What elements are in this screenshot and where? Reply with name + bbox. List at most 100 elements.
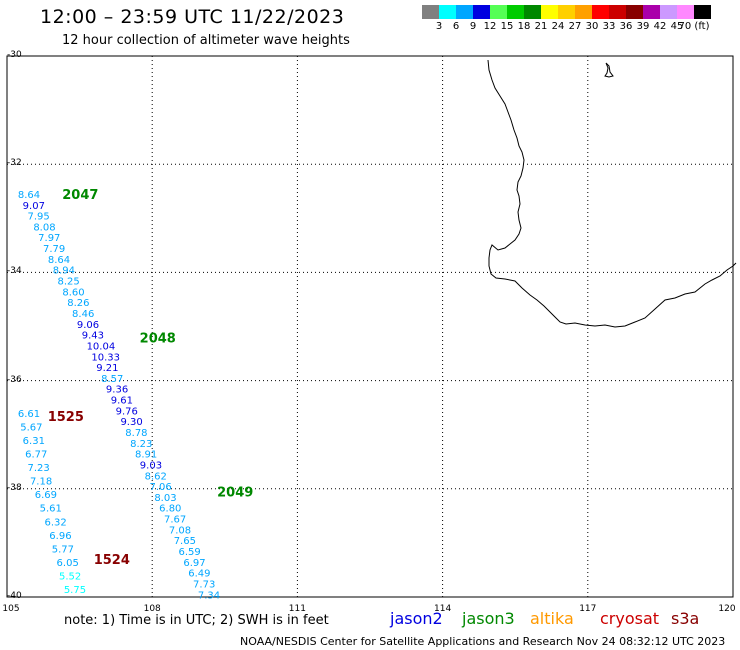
swh-value: 9.76 [116,406,138,417]
satellite-legend-item: altika [530,609,574,628]
pass-number-label: 1524 [94,553,130,568]
swh-value: 9.43 [82,331,104,342]
colorbar-label: 36 [619,21,633,32]
colorbar-swatch [677,5,694,19]
swh-value: 7.73 [193,579,215,590]
colorbar-swatch [609,5,626,19]
swh-value: 8.57 [101,374,123,385]
swh-value: 6.61 [18,409,40,420]
footer-note: note: 1) Time is in UTC; 2) SWH is in fe… [64,613,329,628]
colorbar-swatch [507,5,524,19]
swh-value: 9.61 [111,396,133,407]
satellite-legend-item: s3a [671,609,700,628]
swh-value: 7.97 [38,233,60,244]
latitude-label: -30 [7,50,22,60]
wave-height-colorbar [422,5,711,19]
coastline-path [487,59,737,328]
longitude-label: 114 [434,604,452,614]
colorbar-swatch [439,5,456,19]
swh-value: 6.49 [188,569,210,580]
colorbar-swatch [490,5,507,19]
pass-number-label: 2049 [217,486,253,501]
longitude-label: 108 [143,604,161,614]
pass-number-label: 2048 [140,331,176,346]
swh-value: 8.64 [18,190,40,201]
swh-value: 7.23 [28,463,50,474]
australia-coastline [487,59,737,328]
swh-value: 8.25 [58,277,80,288]
colorbar-label: 24 [551,21,565,32]
swh-value: 5.52 [59,571,81,582]
swh-value: 8.03 [154,493,176,504]
colorbar-label: 12 [483,21,497,32]
swh-value: 6.59 [179,547,201,558]
colorbar-label: 15 [500,21,514,32]
swh-value: 9.36 [106,385,128,396]
colorbar-label: 18 [517,21,531,32]
colorbar-swatch [643,5,660,19]
latitude-label: -32 [7,158,22,169]
satellite-legend-item: jason3 [462,609,515,628]
colorbar-swatch [592,5,609,19]
longitude-label: 111 [288,604,306,614]
swh-measurements: 8.649.077.958.087.977.798.648.948.258.60… [18,190,220,601]
swh-value: 9.07 [23,201,45,212]
colorbar-label: 45 [670,21,684,32]
colorbar-swatch [524,5,541,19]
latitude-label: -40 [7,591,22,601]
swh-value: 7.65 [174,536,196,547]
colorbar-label: 39 [636,21,650,32]
longitude-label: 105 [2,604,20,614]
swh-value: 6.69 [35,490,57,501]
satellite-legend-item: cryosat [600,609,660,628]
colorbar-label: 6 [452,21,460,32]
swh-value: 10.04 [87,341,116,352]
pass-number-label: 1525 [48,410,84,425]
colorbar-label: 21 [534,21,548,32]
colorbar-swatch [626,5,643,19]
swh-value: 7.95 [28,212,50,223]
swh-value: 8.08 [33,222,55,233]
swh-value: 7.67 [164,515,186,526]
colorbar-swatch [558,5,575,19]
colorbar-swatch [575,5,592,19]
swh-value: 7.79 [43,244,65,255]
colorbar-label: 33 [602,21,616,32]
colorbar-swatch [422,5,439,19]
swh-value: 5.67 [20,423,42,434]
swh-value: 6.05 [57,558,79,569]
swh-value: 7.06 [149,482,171,493]
swh-value: 9.03 [140,460,162,471]
swh-value: 8.23 [130,439,152,450]
pass-labels: 2047 2048 2049 1525 1524 [48,188,254,568]
colorbar-label: 42 [653,21,667,32]
graticule-grid [6,55,734,598]
credit-line: NOAA/NESDIS Center for Satellite Applica… [240,635,726,648]
swh-value: 8.26 [67,298,89,309]
swh-value: 8.46 [72,309,94,320]
longitude-label: 117 [579,604,597,614]
colorbar-label: 27 [568,21,582,32]
satellite-legend-item: jason2 [390,609,443,628]
swh-value: 7.08 [169,525,191,536]
swh-value: 8.78 [125,428,147,439]
swh-value: 10.33 [91,352,120,363]
swh-value: 8.60 [62,287,84,298]
swh-value: 6.96 [49,531,71,542]
map-frame [6,55,734,598]
colorbar-swatch [473,5,490,19]
swh-value: 7.18 [30,477,52,488]
swh-value: 5.61 [40,504,62,515]
swh-value: 5.77 [52,544,74,555]
swh-value: 6.80 [159,504,181,515]
swh-value: 9.06 [77,320,99,331]
colorbar-label: 3 [435,21,443,32]
colorbar-swatch [694,5,711,19]
swh-value: 6.32 [44,517,66,528]
swh-value: 8.91 [135,450,157,461]
colorbar-swatch [456,5,473,19]
colorbar-label: 70 (ft) [678,21,710,32]
map-title: 12:00 – 23:59 UTC 11/22/2023 [40,6,345,28]
map-subtitle: 12 hour collection of altimeter wave hei… [62,33,350,48]
swh-value: 9.21 [96,363,118,374]
